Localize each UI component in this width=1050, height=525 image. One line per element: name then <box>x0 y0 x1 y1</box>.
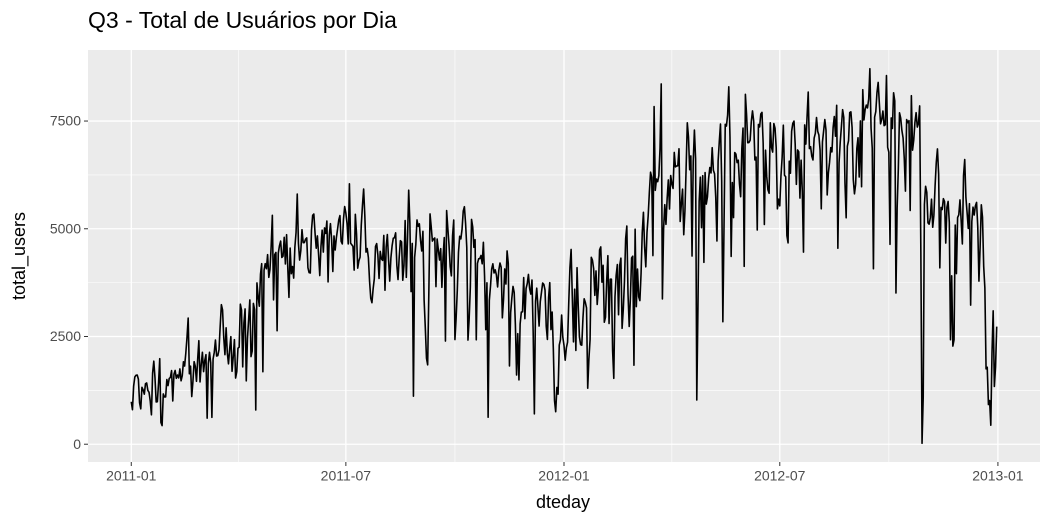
x-tick-label: 2011-01 <box>106 468 157 484</box>
chart-title: Q3 - Total de Usuários por Dia <box>88 7 397 33</box>
y-axis-title: total_users <box>9 212 30 300</box>
x-tick-label: 2011-07 <box>321 468 372 484</box>
x-tick-label: 2013-01 <box>972 468 1024 484</box>
x-tick-label: 2012-01 <box>538 468 590 484</box>
y-tick-label: 5000 <box>50 220 81 236</box>
y-tick-label: 2500 <box>50 328 81 344</box>
y-tick-label: 0 <box>73 436 81 452</box>
data-line <box>130 67 998 445</box>
y-tick-label: 7500 <box>50 113 81 129</box>
x-axis-title: dteday <box>536 492 590 512</box>
x-tick-label: 2012-07 <box>754 468 806 484</box>
